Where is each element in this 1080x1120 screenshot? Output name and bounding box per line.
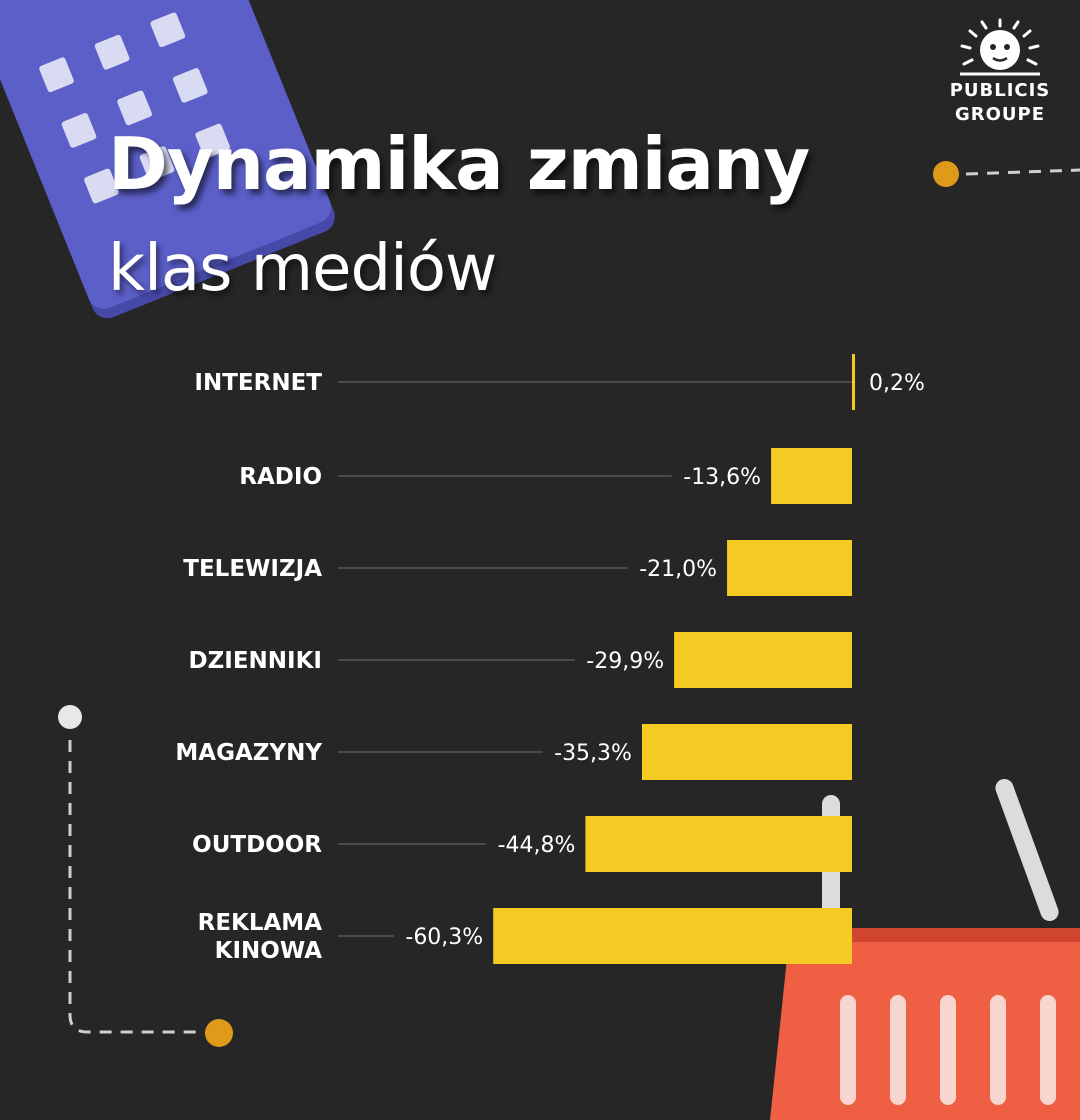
- bar: [852, 354, 855, 410]
- publicis-logo: PUBLICIS GROUPE: [930, 18, 1070, 128]
- category-label: REKLAMA: [198, 910, 323, 936]
- accent-dot: [205, 1019, 233, 1047]
- dashed-path: [68, 740, 200, 1034]
- value-label: -13,6%: [683, 465, 761, 490]
- bar: [585, 816, 852, 872]
- page-title: Dynamika zmiany: [108, 122, 810, 206]
- value-label: 0,2%: [869, 371, 925, 396]
- bar: [641, 724, 852, 780]
- lion-icon: [960, 18, 1040, 76]
- category-label: OUTDOOR: [192, 832, 322, 858]
- basket-slot: [1040, 995, 1056, 1105]
- basket-slot: [990, 995, 1006, 1105]
- category-label: KINOWA: [215, 938, 323, 964]
- value-label: -44,8%: [498, 833, 576, 858]
- basket-illustration: [770, 900, 1080, 1120]
- basket-slot: [940, 995, 956, 1105]
- value-label: -21,0%: [639, 557, 717, 582]
- bar: [493, 908, 852, 964]
- category-label: RADIO: [239, 464, 322, 490]
- page-subtitle: klas mediów: [108, 232, 497, 306]
- basket-rim: [780, 928, 1080, 942]
- dashed-line: [965, 168, 1080, 176]
- brand-line1: PUBLICIS: [949, 80, 1051, 101]
- category-label: DZIENNIKI: [189, 648, 322, 674]
- category-label: TELEWIZJA: [183, 556, 322, 582]
- start-dot: [58, 705, 82, 729]
- basket-slot: [840, 995, 856, 1105]
- decorative-lines: [58, 161, 1080, 1047]
- value-label: -60,3%: [405, 925, 483, 950]
- category-label: MAGAZYNY: [175, 740, 322, 766]
- bar-chart: INTERNET 0,2% RADIO -13,6% TELEWIZJA -21,0% DZ…: [175, 354, 925, 964]
- bar: [674, 632, 852, 688]
- bar: [727, 540, 852, 596]
- value-label: -29,9%: [586, 649, 664, 674]
- value-label: -35,3%: [554, 741, 632, 766]
- basket-slot: [890, 995, 906, 1105]
- bar: [771, 448, 852, 504]
- accent-dot: [933, 161, 959, 187]
- brand-line2: GROUPE: [954, 104, 1046, 125]
- category-label: INTERNET: [194, 370, 322, 396]
